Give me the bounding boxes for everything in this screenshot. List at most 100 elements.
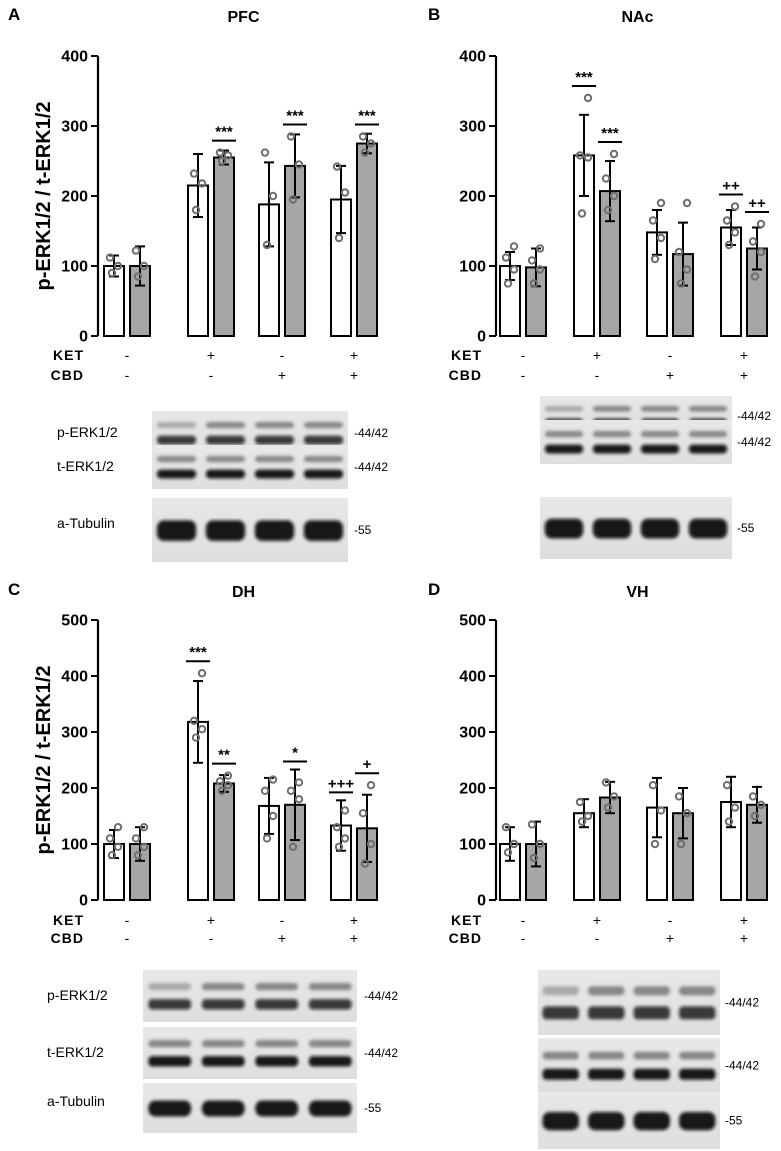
blot-band — [640, 431, 680, 438]
data-point — [366, 839, 376, 849]
blot-band — [679, 1006, 716, 1020]
data-point — [217, 786, 227, 795]
data-point — [756, 800, 766, 809]
blot-band — [255, 1100, 299, 1117]
data-point — [730, 228, 740, 237]
blot-band — [544, 406, 584, 412]
data-point — [268, 811, 278, 821]
y-tick-label: 100 — [459, 259, 486, 276]
blot-row-label: t-ERK1/2 — [47, 1044, 104, 1060]
data-point — [583, 93, 593, 103]
blot-band — [254, 469, 295, 479]
blot-membrane — [538, 970, 720, 1035]
blot-membrane — [152, 445, 348, 489]
data-point — [262, 834, 272, 843]
blot-band — [542, 1111, 579, 1131]
cbd-value: + — [350, 367, 358, 383]
blot-band — [156, 422, 197, 429]
data-point — [223, 781, 233, 790]
panel-letter: C — [8, 580, 20, 599]
blot-band — [201, 983, 245, 991]
blot-band — [255, 999, 299, 1010]
ket-value: + — [593, 912, 601, 928]
blot-band — [679, 1051, 716, 1060]
panel-letter: B — [428, 5, 440, 24]
data-point — [189, 169, 199, 178]
significance-mark: *** — [575, 69, 593, 86]
blot-row-label: p-ERK1/2 — [47, 987, 108, 1003]
cbd-value: - — [209, 930, 214, 946]
cbd-row-label: CBD — [51, 367, 84, 383]
data-point — [509, 839, 519, 849]
blot-band — [679, 1068, 716, 1080]
data-point — [509, 265, 519, 274]
blot-band — [303, 469, 344, 479]
ket-value: - — [668, 347, 673, 363]
panel-title: PFC — [228, 9, 260, 26]
blot-band — [303, 520, 344, 541]
blot-band — [633, 1068, 670, 1080]
blot-band — [303, 435, 344, 445]
data-point — [189, 716, 199, 725]
data-point — [722, 781, 732, 790]
blot-band — [688, 518, 728, 539]
data-point — [750, 811, 760, 821]
data-point — [535, 839, 545, 849]
blot-band — [308, 983, 352, 991]
data-point — [133, 851, 143, 860]
y-tick-label: 400 — [459, 669, 486, 686]
data-point — [674, 247, 684, 257]
blot-band — [205, 456, 246, 463]
ket-value: + — [207, 347, 215, 363]
panel-d: D VH 0 100 200 300 400 500 KET CBD - - + - - + + + -44/42 -… — [428, 580, 768, 1149]
data-point — [358, 132, 368, 141]
blot-band — [588, 1111, 625, 1131]
significance-mark: *** — [215, 124, 233, 141]
data-point — [650, 839, 660, 849]
data-point — [682, 265, 692, 274]
data-point — [197, 669, 207, 678]
data-point — [648, 781, 658, 790]
data-point — [535, 244, 545, 253]
data-point — [501, 253, 511, 262]
cbd-value: - — [209, 367, 214, 383]
data-point — [501, 823, 511, 832]
y-tick-label: 0 — [79, 329, 88, 346]
y-tick-label: 300 — [459, 119, 486, 136]
data-point — [294, 795, 304, 804]
data-point — [650, 254, 660, 264]
data-point — [722, 216, 732, 225]
data-point — [529, 853, 539, 863]
blot-band — [303, 422, 344, 429]
y-tick-label: 0 — [79, 893, 88, 910]
cbd-row-label: CBD — [51, 930, 84, 946]
ket-value: - — [280, 347, 285, 363]
data-point — [340, 188, 350, 197]
blot-band — [679, 986, 716, 996]
ket-row-label: KET — [451, 347, 482, 363]
ket-value: + — [740, 912, 748, 928]
blot-band — [308, 1100, 352, 1117]
blot-mw-label: -44/42 — [364, 989, 398, 1003]
blot-band — [148, 1100, 192, 1117]
data-point — [262, 240, 272, 250]
blot-band — [201, 1040, 245, 1048]
data-point — [676, 839, 686, 849]
significance-mark: ++ — [748, 195, 766, 212]
data-point — [340, 806, 350, 815]
panel-a: A PFC 0 100 200 300 400 p-ERK1/2 / t-ERK1/2 *** *… — [8, 5, 388, 562]
blot-band — [588, 1051, 625, 1060]
blot-band — [633, 1006, 670, 1020]
cbd-value: + — [278, 930, 286, 946]
y-axis-label: p-ERK1/2 / t-ERK1/2 — [33, 102, 55, 291]
blot-band — [688, 406, 728, 412]
blot-row-label: p-ERK1/2 — [57, 424, 118, 440]
ket-value: + — [593, 347, 601, 363]
data-point — [360, 859, 370, 868]
data-point — [340, 834, 350, 843]
data-point — [748, 237, 758, 246]
blot-band — [255, 983, 299, 991]
blot-band — [156, 520, 197, 541]
y-tick-label: 400 — [459, 49, 486, 66]
